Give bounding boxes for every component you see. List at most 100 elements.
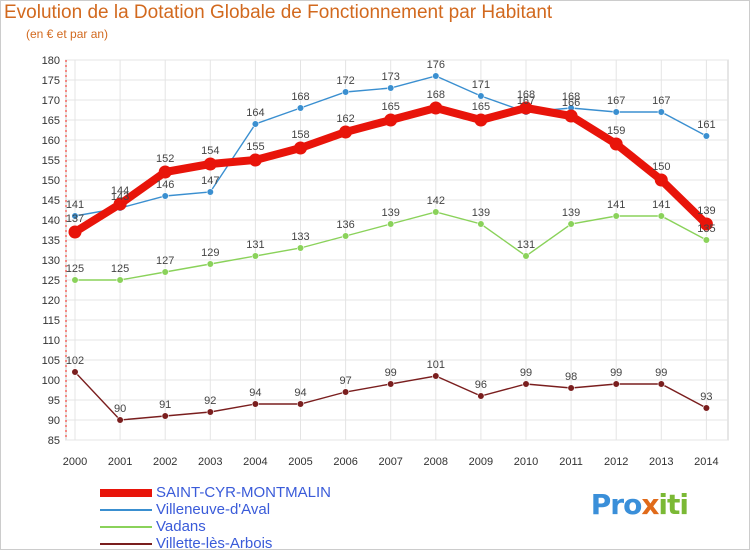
- data-point: [387, 84, 395, 92]
- data-point: [342, 88, 350, 96]
- x-tick-label: 2005: [288, 456, 312, 468]
- data-label: 139: [382, 207, 400, 219]
- data-point: [206, 188, 214, 196]
- y-tick-label: 125: [42, 275, 60, 287]
- data-label: 94: [249, 387, 261, 399]
- x-tick-label: 2004: [243, 456, 267, 468]
- data-label: 173: [382, 71, 400, 83]
- data-point: [296, 244, 305, 252]
- data-label: 136: [336, 219, 354, 231]
- data-label: 133: [291, 231, 309, 243]
- data-label: 159: [607, 125, 625, 137]
- x-tick-label: 2012: [604, 456, 628, 468]
- data-label: 101: [427, 359, 445, 371]
- data-point: [342, 232, 350, 240]
- data-label: 155: [246, 141, 264, 153]
- data-label: 137: [66, 213, 84, 225]
- chart-title: Evolution de la Dotation Globale de Fonc…: [4, 2, 553, 23]
- data-point: [567, 220, 575, 228]
- data-label: 165: [472, 101, 490, 113]
- data-label: 129: [201, 247, 219, 259]
- data-label: 139: [697, 205, 715, 217]
- data-label: 102: [66, 355, 84, 367]
- data-point: [387, 380, 395, 388]
- data-point: [474, 113, 488, 127]
- x-tick-label: 2007: [378, 456, 402, 468]
- y-tick-label: 130: [42, 255, 60, 267]
- data-label: 154: [201, 145, 219, 157]
- y-tick-label: 140: [42, 215, 60, 227]
- y-tick-label: 85: [48, 435, 60, 447]
- proxiti-logo: Proxiti: [590, 488, 689, 521]
- data-point: [71, 212, 79, 220]
- data-point: [296, 104, 305, 112]
- data-label: 176: [427, 59, 445, 71]
- data-label: 150: [652, 161, 670, 173]
- data-point: [477, 92, 485, 100]
- legend-label: Vadans: [156, 518, 206, 535]
- data-point: [161, 412, 169, 420]
- data-point: [206, 408, 214, 416]
- y-tick-label: 145: [42, 195, 60, 207]
- data-label: 125: [66, 263, 84, 275]
- data-point: [522, 252, 530, 260]
- data-point: [296, 400, 305, 408]
- y-tick-label: 100: [42, 375, 60, 387]
- y-tick-label: 175: [42, 75, 60, 87]
- y-tick-label: 135: [42, 235, 60, 247]
- legend-swatch: [100, 542, 152, 545]
- data-label: 141: [607, 199, 625, 211]
- y-tick-label: 105: [42, 355, 60, 367]
- data-label: 168: [427, 89, 445, 101]
- data-point: [384, 113, 398, 127]
- data-label: 166: [562, 97, 580, 109]
- data-point: [612, 380, 620, 388]
- data-label: 162: [336, 113, 354, 125]
- data-point: [113, 197, 127, 211]
- x-tick-label: 2008: [424, 456, 448, 468]
- data-label: 171: [472, 79, 490, 91]
- data-point: [206, 260, 214, 268]
- legend-label: SAINT-CYR-MONTMALIN: [156, 484, 332, 501]
- data-point: [432, 372, 440, 380]
- data-label: 152: [156, 153, 174, 165]
- data-point: [522, 380, 530, 388]
- data-point: [294, 141, 307, 155]
- data-point: [71, 368, 79, 376]
- x-tick-label: 2000: [63, 456, 87, 468]
- data-point: [477, 392, 485, 400]
- data-label: 147: [201, 175, 219, 187]
- data-point: [564, 109, 578, 123]
- data-point: [161, 192, 169, 200]
- data-label: 168: [562, 91, 580, 103]
- x-tick-label: 2006: [333, 456, 357, 468]
- data-point: [116, 276, 124, 284]
- y-tick-label: 165: [42, 115, 60, 127]
- data-point: [251, 400, 259, 408]
- y-tick-label: 170: [42, 95, 60, 107]
- x-tick-label: 2001: [108, 456, 132, 468]
- data-point: [612, 212, 620, 220]
- data-label: 141: [652, 199, 670, 211]
- data-label: 139: [472, 207, 490, 219]
- data-point: [342, 388, 350, 396]
- data-point: [429, 101, 443, 115]
- x-tick-label: 2013: [649, 456, 673, 468]
- data-label: 131: [246, 239, 264, 251]
- legend-label: Villeneuve-d'Aval: [156, 501, 271, 518]
- x-tick-label: 2002: [153, 456, 177, 468]
- data-point: [702, 236, 711, 244]
- y-tick-label: 110: [42, 335, 60, 347]
- data-label: 143: [111, 191, 129, 203]
- data-point: [657, 108, 665, 116]
- logo-part-3: iti: [658, 488, 689, 521]
- data-point: [248, 153, 262, 167]
- logo-part-1: Pro: [590, 488, 643, 521]
- data-label: 99: [520, 367, 532, 379]
- data-point: [654, 173, 668, 187]
- data-label: 165: [382, 101, 400, 113]
- data-point: [519, 101, 533, 115]
- data-label: 98: [565, 371, 577, 383]
- data-point: [702, 132, 711, 140]
